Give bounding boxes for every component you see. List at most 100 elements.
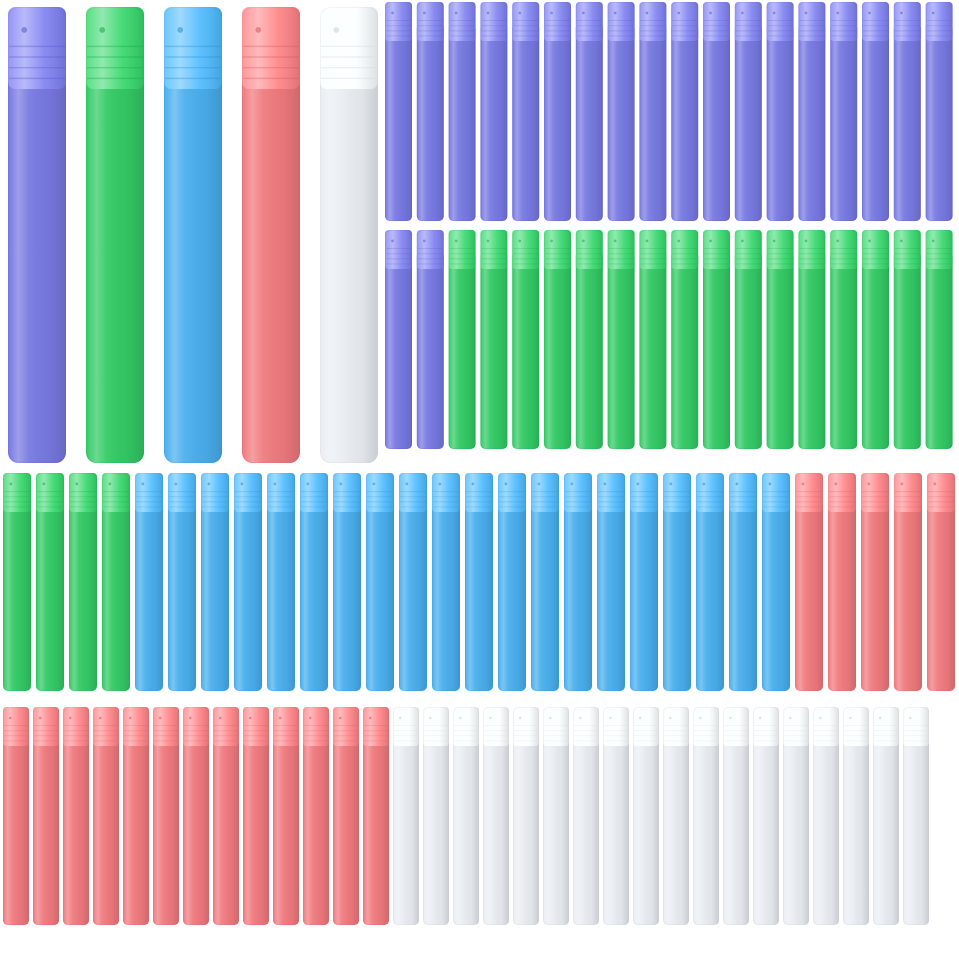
- small-bottle-purple: [385, 2, 412, 222]
- third-row: [3, 473, 955, 691]
- small-bottle-green: [830, 230, 858, 449]
- small-bottle-white: [573, 707, 599, 925]
- small-bottle-blue: [696, 473, 724, 691]
- small-bottle-purple: [385, 230, 412, 449]
- small-bottle-blue: [135, 473, 163, 691]
- large-bottle-purple: [8, 7, 66, 463]
- small-bottle-red: [333, 707, 359, 925]
- small-bottle-white: [753, 707, 779, 925]
- large-bottle-green: [86, 7, 144, 463]
- small-bottle-white: [813, 707, 839, 925]
- small-bottle-blue: [564, 473, 592, 691]
- small-bottle-purple: [416, 230, 444, 449]
- small-bottle-purple: [512, 2, 540, 222]
- small-bottle-blue: [498, 473, 526, 691]
- small-bottle-green: [798, 230, 826, 449]
- small-bottle-green: [69, 473, 97, 691]
- large-bottle-red: [242, 7, 300, 463]
- large-bottle-white: [320, 7, 378, 463]
- small-bottle-red: [183, 707, 209, 925]
- small-bottle-purple: [830, 2, 858, 222]
- small-bottle-red: [828, 473, 856, 691]
- small-bottle-green: [862, 230, 889, 449]
- small-bottle-white: [633, 707, 659, 925]
- small-bottle-purple: [480, 2, 508, 222]
- small-bottle-white: [663, 707, 689, 925]
- small-bottle-blue: [663, 473, 691, 691]
- small-bottle-green: [607, 230, 635, 449]
- bottom-row: [3, 707, 929, 925]
- small-bottle-green: [734, 230, 762, 449]
- small-bottle-red: [153, 707, 179, 925]
- small-bottle-blue: [465, 473, 493, 691]
- small-bottle-green: [925, 230, 953, 449]
- small-bottle-blue: [168, 473, 196, 691]
- small-bottle-red: [927, 473, 955, 691]
- small-bottle-green: [575, 230, 603, 449]
- small-bottle-white: [603, 707, 629, 925]
- small-bottle-green: [639, 230, 667, 449]
- small-bottle-green: [671, 230, 699, 449]
- small-bottle-white: [543, 707, 569, 925]
- small-bottle-white: [483, 707, 509, 925]
- small-bottle-white: [723, 707, 749, 925]
- small-bottle-red: [213, 707, 239, 925]
- small-bottle-red: [93, 707, 119, 925]
- small-bottle-blue: [399, 473, 427, 691]
- small-bottle-purple: [925, 2, 953, 222]
- small-bottle-red: [894, 473, 922, 691]
- small-bottle-blue: [597, 473, 625, 691]
- small-bottle-blue: [432, 473, 460, 691]
- small-bottle-blue: [234, 473, 262, 691]
- small-bottle-rows: [3, 2, 955, 925]
- small-bottle-purple: [575, 2, 603, 222]
- small-bottle-purple: [671, 2, 699, 222]
- small-bottle-purple: [416, 2, 444, 222]
- small-bottle-green: [3, 473, 31, 691]
- small-bottle-green: [703, 230, 730, 449]
- small-bottle-white: [513, 707, 539, 925]
- small-bottle-blue: [333, 473, 361, 691]
- small-bottle-red: [33, 707, 59, 925]
- small-bottle-white: [393, 707, 419, 925]
- small-bottle-white: [423, 707, 449, 925]
- small-bottle-white: [903, 707, 929, 925]
- small-bottle-purple: [734, 2, 762, 222]
- small-bottle-purple: [798, 2, 826, 222]
- small-bottle-red: [3, 707, 29, 925]
- small-bottle-green: [36, 473, 64, 691]
- small-bottle-green: [448, 230, 476, 449]
- large-bottle-blue: [164, 7, 222, 463]
- small-bottle-white: [453, 707, 479, 925]
- small-bottle-white: [693, 707, 719, 925]
- small-bottle-red: [273, 707, 299, 925]
- small-bottle-red: [861, 473, 889, 691]
- small-bottle-white: [873, 707, 899, 925]
- small-bottle-blue: [267, 473, 295, 691]
- small-bottle-red: [243, 707, 269, 925]
- small-bottle-blue: [729, 473, 757, 691]
- small-bottle-blue: [762, 473, 790, 691]
- small-bottle-purple: [862, 2, 889, 222]
- small-bottle-red: [123, 707, 149, 925]
- small-bottle-purple: [448, 2, 476, 222]
- top-right-row: [385, 2, 953, 222]
- small-bottle-purple: [639, 2, 667, 222]
- small-bottle-purple: [544, 2, 571, 222]
- second-right-row: [385, 230, 953, 449]
- small-bottle-blue: [630, 473, 658, 691]
- small-bottle-red: [63, 707, 89, 925]
- small-bottle-blue: [531, 473, 559, 691]
- small-bottle-blue: [366, 473, 394, 691]
- small-bottle-blue: [201, 473, 229, 691]
- small-bottle-red: [303, 707, 329, 925]
- small-bottle-green: [512, 230, 540, 449]
- small-bottle-white: [843, 707, 869, 925]
- small-bottle-green: [893, 230, 921, 449]
- small-bottle-purple: [607, 2, 635, 222]
- small-bottle-green: [480, 230, 508, 449]
- small-bottle-red: [795, 473, 823, 691]
- small-bottle-purple: [766, 2, 794, 222]
- small-bottle-purple: [893, 2, 921, 222]
